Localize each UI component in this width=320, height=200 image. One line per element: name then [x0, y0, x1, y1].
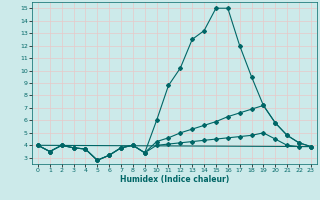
- X-axis label: Humidex (Indice chaleur): Humidex (Indice chaleur): [120, 175, 229, 184]
